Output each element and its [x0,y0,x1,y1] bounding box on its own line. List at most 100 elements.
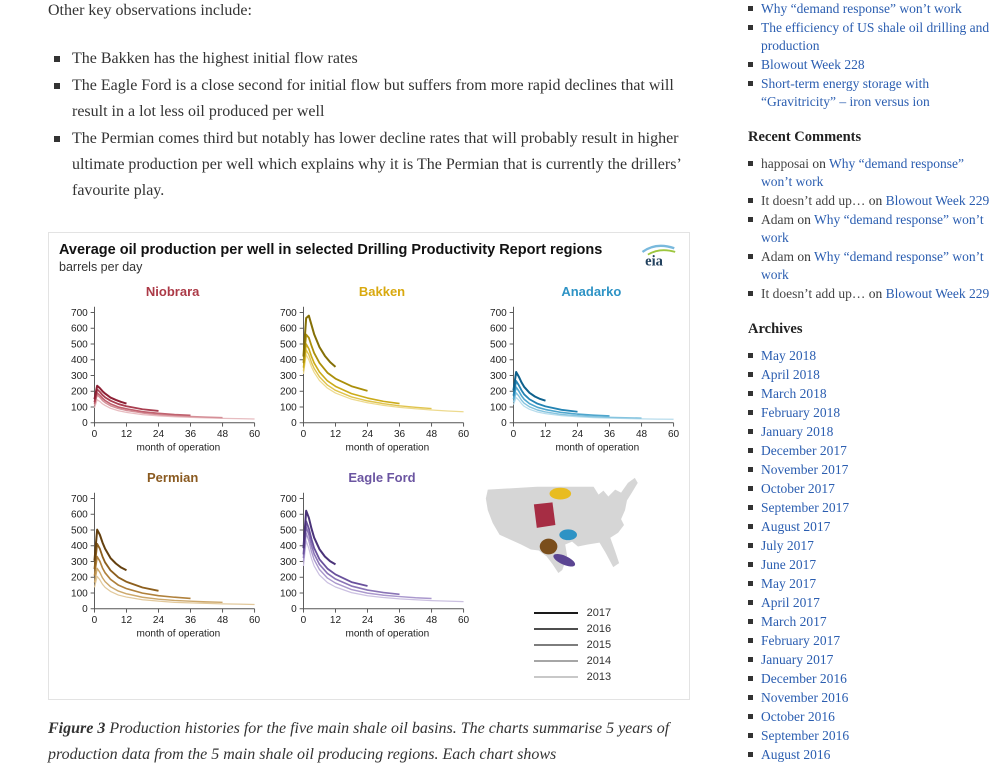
archive-month-link[interactable]: February 2018 [761,405,841,420]
figure-caption-label: Figure 3 [48,719,106,737]
comment-post-link[interactable]: Why “demand response” won’t work [761,249,984,282]
archive-month: September 2016 [748,727,990,745]
recent-post-link[interactable]: The efficiency of US shale oil drilling … [761,20,990,53]
archives-list: May 2018 April 2018 March 2018 February 201… [748,347,990,764]
archive-month-link[interactable]: December 2016 [761,671,847,686]
x-axis-label: month of operation [346,443,430,454]
chart-region-title: Niobrara [145,284,200,299]
series-line-2015 [302,343,400,405]
recent-comment: It doesn’t add up… on Blowout Week 229 [748,285,990,303]
comment-connector: on [868,193,883,208]
archive-month-link[interactable]: October 2016 [761,709,835,724]
recent-post: Why “demand response” won’t work [748,0,990,18]
archive-month-link[interactable]: September 2017 [761,500,850,515]
archive-month-link[interactable]: November 2016 [761,690,849,705]
y-tick-label: 100 [280,402,297,413]
eia-logo-graphic: eia [641,244,676,270]
archive-month-link[interactable]: December 2017 [761,443,847,458]
archive-month-link[interactable]: October 2017 [761,481,835,496]
comment-post-link[interactable]: Why “demand response” won’t work [761,156,964,189]
chart-anadarko: Anadarko 0 100 200 300 400 500 600 700 0 12 24 36 48… [478,284,679,454]
legend-item: 2013 [533,671,679,683]
chart-niobrara-plot: 0 100 200 300 400 500 600 700 0 12 24 36 48 60 month o… [71,306,260,454]
chart-region-title: Eagle Ford [348,470,416,486]
x-axis-label: month of operation [346,629,430,640]
figure-title: Average oil production per well in selec… [59,242,603,258]
y-tick-label: 100 [280,589,297,600]
x-tick-label: 36 [604,429,616,440]
archive-month-link[interactable]: May 2017 [761,576,817,591]
series-line-2013 [512,396,674,420]
archive-month-link[interactable]: January 2018 [761,424,834,439]
series-line-2013 [303,540,464,603]
chart-bakken: Bakken 0 100 200 300 400 500 600 700 0 12 24 36 48 60… [268,284,469,454]
archive-month-link[interactable]: April 2018 [761,367,820,382]
archive-month: December 2017 [748,442,990,460]
x-tick-label: 60 [458,616,469,627]
recent-post-link[interactable]: Blowout Week 228 [761,57,865,72]
x-tick-label: 0 [301,616,307,627]
y-tick-label: 500 [490,339,507,350]
comment-author: Adam [761,249,794,264]
y-tick-label: 200 [71,573,88,584]
archive-month: May 2017 [748,575,990,593]
comment-post-link[interactable]: Why “demand response” won’t work [761,212,984,245]
legend-line [533,659,578,662]
series-line-2013 [93,576,255,606]
series-line-2015 [512,386,610,417]
archive-month-link[interactable]: September 2016 [761,728,850,743]
x-tick-label: 24 [153,616,165,627]
legend-label: 2016 [586,622,612,635]
series-line-2014 [512,392,642,419]
y-tick-label: 400 [71,542,88,553]
archive-month-link[interactable]: August 2016 [761,747,831,762]
archive-month-link[interactable]: April 2017 [761,595,820,610]
x-tick-label: 48 [217,429,229,440]
archive-month: March 2018 [748,385,990,403]
y-tick-label: 300 [280,371,297,382]
sidebar: Why “demand response” won’t work The effi… [748,0,990,765]
y-tick-label: 600 [490,324,507,335]
archive-month-link[interactable]: May 2018 [761,348,817,363]
comment-post-link[interactable]: Blowout Week 229 [885,286,990,301]
series-line-2016 [302,333,369,392]
series-line-2014 [303,532,432,600]
archive-month-link[interactable]: August 2017 [761,519,831,534]
y-tick-label: 400 [280,355,297,366]
us-map [485,478,638,574]
y-tick-label: 0 [291,418,297,429]
archive-month-link[interactable]: July 2017 [761,538,814,553]
comment-post-link[interactable]: Blowout Week 229 [885,193,990,208]
comment-author: It doesn’t add up… [761,193,866,208]
legend-line [533,611,578,614]
x-tick-label: 36 [185,616,197,627]
series-line-2016 [512,380,578,413]
y-tick-label: 0 [82,604,88,615]
legend-line [533,627,578,630]
chart-region-title: Anadarko [561,284,622,299]
x-tick-label: 36 [185,429,197,440]
y-tick-label: 100 [71,402,88,413]
chart-niobrara: Niobrara 0 100 200 300 400 500 600 700 0 12 24 36 48… [59,284,260,454]
series-line-2015 [302,526,400,596]
series-line-2017 [302,314,337,368]
archive-month-link[interactable]: March 2018 [761,386,827,401]
archive-month-link[interactable]: November 2017 [761,462,849,477]
archive-month-link[interactable]: March 2017 [761,614,827,629]
recent-post-link[interactable]: Why “demand response” won’t work [761,1,962,16]
y-tick-label: 400 [71,355,88,366]
recent-post-link[interactable]: Short-term energy storage with “Gravitri… [761,76,930,109]
series-line-2013 [303,354,464,413]
legend-line [533,643,578,646]
series-line-2017 [93,529,127,572]
observations-list: The Bakken has the highest initial flow … [54,46,690,204]
x-tick-label: 36 [394,616,406,627]
archive-month-link[interactable]: June 2017 [761,557,817,572]
archive-month: October 2017 [748,480,990,498]
chart-region-title: Permian [147,470,199,486]
archive-month-link[interactable]: February 2017 [761,633,841,648]
series-line-2016 [93,388,159,412]
legend-label: 2017 [586,606,612,619]
recent-post: The efficiency of US shale oil drilling … [748,19,990,55]
archive-month-link[interactable]: January 2017 [761,652,834,667]
